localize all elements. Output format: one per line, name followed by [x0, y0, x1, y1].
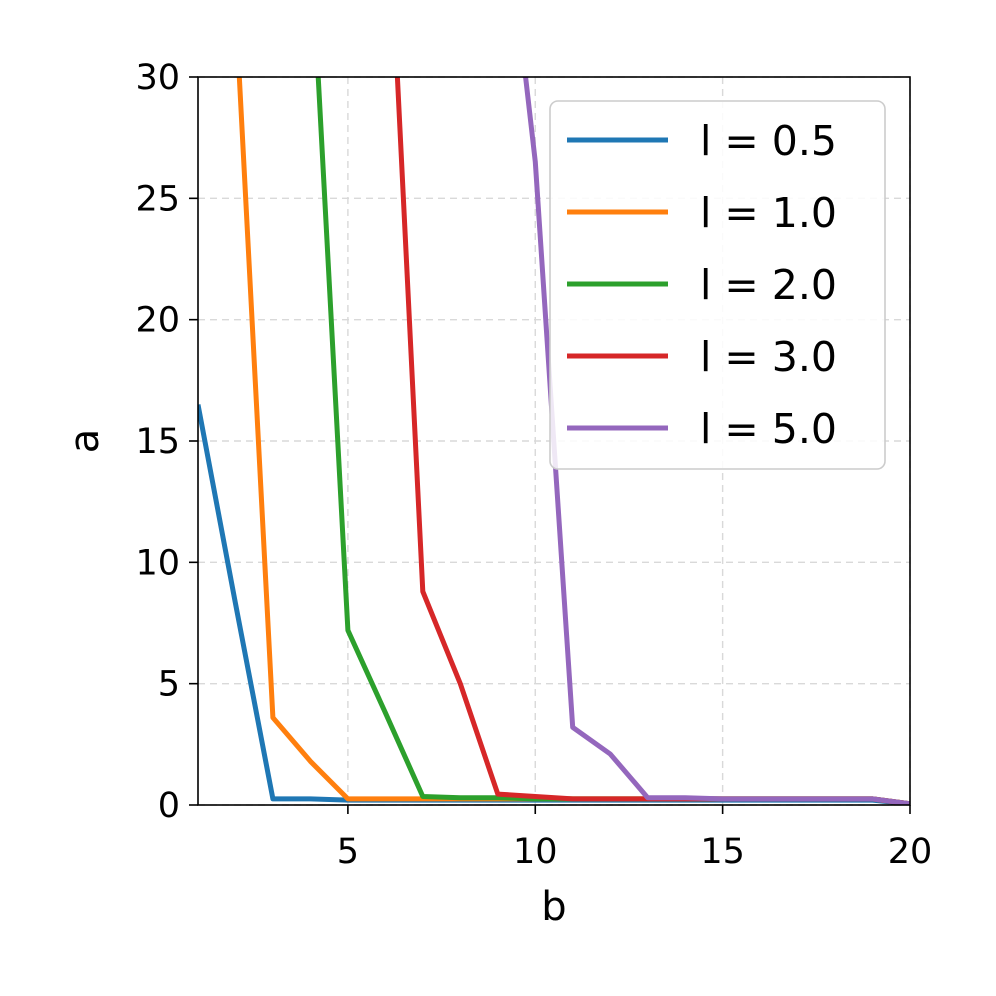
x-tick-label: 5 [337, 832, 359, 872]
y-tick-label: 20 [135, 301, 180, 341]
x-tick-label: 15 [700, 832, 745, 872]
legend-box [549, 100, 886, 470]
y-tick-label: 0 [158, 786, 180, 826]
y-tick-label: 15 [135, 422, 180, 462]
legend-label: l = 5.0 [700, 405, 837, 453]
y-tick-label: 30 [135, 58, 180, 98]
legend-label: l = 2.0 [700, 261, 837, 309]
legend: l = 0.5 l = 1.0 l = 2.0 l = 3.0 l = 5.0 [549, 100, 886, 470]
legend-label: l = 0.5 [700, 117, 837, 165]
x-axis-ticks: 5 10 15 20 [337, 805, 933, 872]
series-lines [198, 77, 910, 805]
y-tick-label: 5 [158, 665, 180, 705]
legend-label: l = 1.0 [700, 189, 837, 237]
y-tick-label: 10 [135, 543, 180, 583]
y-tick-label: 25 [135, 179, 180, 219]
y-axis-ticks: 0 5 10 15 20 25 30 [135, 58, 198, 826]
legend-label: l = 3.0 [700, 333, 837, 381]
x-tick-label: 20 [888, 832, 933, 872]
x-axis-label: b [541, 884, 566, 930]
x-tick-label: 10 [513, 832, 558, 872]
y-axis-label: a [62, 429, 108, 454]
series-line [523, 77, 910, 805]
